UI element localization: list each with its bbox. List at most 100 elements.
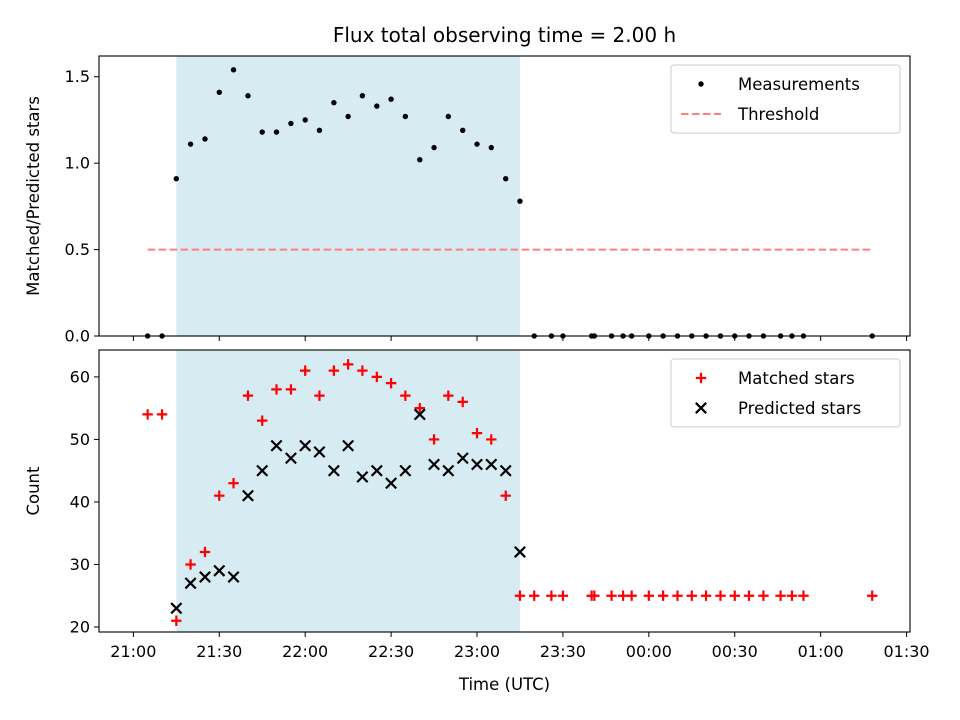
predicted-stars-point bbox=[184, 577, 197, 590]
predicted-stars-point bbox=[170, 602, 183, 615]
legend-marker bbox=[695, 372, 707, 384]
measurements-point bbox=[245, 93, 251, 99]
measurements-point bbox=[517, 198, 523, 204]
y-tick-label: 20 bbox=[70, 617, 90, 636]
legend-marker bbox=[695, 402, 707, 414]
predicted-stars-point bbox=[227, 570, 240, 583]
matched-stars-point bbox=[185, 559, 196, 570]
measurements-point bbox=[417, 157, 423, 163]
matched-stars-point bbox=[414, 402, 425, 414]
legend-marker bbox=[698, 81, 704, 87]
measurements-point bbox=[488, 144, 494, 151]
predicted-stars-point bbox=[342, 439, 355, 452]
legend-label: Threshold bbox=[737, 105, 819, 124]
legend-label: Matched stars bbox=[738, 369, 855, 388]
predicted-stars-point bbox=[399, 464, 412, 477]
matched-stars-point bbox=[486, 434, 497, 445]
y-tick-label: 0.0 bbox=[65, 327, 90, 346]
measurements-point bbox=[288, 120, 294, 127]
matched-stars-point bbox=[866, 590, 878, 601]
matched-stars-point bbox=[514, 590, 526, 601]
axes-frame bbox=[98, 55, 911, 337]
matched-stars-point bbox=[199, 546, 211, 558]
matched-stars-point bbox=[314, 390, 325, 401]
predicted-stars-point bbox=[213, 564, 226, 577]
matched-stars-point bbox=[228, 477, 239, 489]
matched-stars-point bbox=[328, 365, 340, 376]
x-tick-label: 22:30 bbox=[368, 642, 414, 661]
matched-stars-point bbox=[214, 490, 225, 501]
count-panel: 20 30 40 50 60 21:00 21:30 22:00 22:30 23:00 23:30… bbox=[24, 349, 930, 661]
matched-stars-point bbox=[758, 590, 769, 601]
predicted-stars-point bbox=[442, 464, 455, 477]
matched-stars-point bbox=[443, 390, 454, 401]
matched-stars-point bbox=[156, 409, 168, 420]
measurements-point bbox=[503, 176, 509, 182]
x-tick-label: 00:00 bbox=[626, 642, 672, 661]
matched-stars-point bbox=[242, 390, 254, 401]
matched-stars-point bbox=[342, 359, 354, 370]
measurements-point bbox=[374, 103, 380, 109]
measurements-point bbox=[402, 113, 409, 120]
matched-stars-point bbox=[729, 590, 740, 601]
predicted-stars-point bbox=[270, 439, 283, 452]
y-tick-label: 50 bbox=[70, 430, 90, 449]
x-tick-label: 23:30 bbox=[540, 642, 586, 661]
matched-stars-point bbox=[589, 590, 600, 601]
matched-stars-point bbox=[557, 590, 569, 601]
x-tick-label: 01:00 bbox=[798, 642, 844, 661]
matched-stars-point bbox=[626, 590, 637, 601]
predicted-stars-point bbox=[256, 464, 269, 477]
matched-stars-point bbox=[299, 365, 311, 376]
matched-stars-point bbox=[285, 384, 297, 395]
matched-stars-point bbox=[428, 434, 440, 445]
matched-stars-point bbox=[471, 427, 483, 439]
matched-stars-point bbox=[643, 590, 655, 601]
measurements-point bbox=[173, 176, 180, 182]
x-tick-label: 21:30 bbox=[196, 642, 242, 661]
y-axis-label: Matched/Predicted stars bbox=[24, 96, 43, 296]
measurements-point bbox=[331, 99, 337, 106]
y-tick-label: 40 bbox=[70, 492, 90, 511]
predicted-stars-point bbox=[499, 464, 512, 477]
observing-span bbox=[176, 56, 520, 336]
measurements-point bbox=[345, 113, 351, 120]
y-tick-label: 1.5 bbox=[65, 67, 90, 86]
y-tick-label: 1.0 bbox=[65, 154, 90, 173]
matched-stars-point bbox=[371, 371, 383, 383]
matched-stars-point bbox=[715, 590, 726, 601]
x-tick-label: 22:00 bbox=[282, 642, 328, 661]
measurements-point bbox=[431, 144, 437, 151]
chart-title: Flux total observing time = 2.00 h bbox=[333, 23, 676, 47]
matched-stars-point bbox=[529, 590, 540, 601]
predicted-stars-point bbox=[456, 452, 469, 465]
matched-stars-point bbox=[798, 590, 809, 601]
x-tick-label: 00:30 bbox=[712, 642, 758, 661]
observing-span bbox=[176, 350, 520, 632]
predicted-stars-point bbox=[428, 458, 441, 471]
predicted-stars-point bbox=[413, 408, 426, 421]
matched-stars-point bbox=[500, 490, 511, 501]
measurements-point bbox=[273, 129, 280, 135]
predicted-stars-point bbox=[356, 470, 369, 483]
matched-stars-point bbox=[743, 590, 755, 601]
matched-stars-point bbox=[606, 590, 617, 601]
legend-box bbox=[670, 64, 901, 134]
matched-stars-point bbox=[271, 384, 282, 395]
predicted-stars-point bbox=[385, 477, 398, 490]
measurements-point bbox=[359, 93, 366, 99]
predicted-stars-point bbox=[370, 464, 383, 477]
predicted-stars-point bbox=[513, 545, 526, 558]
measurements-point bbox=[230, 67, 237, 73]
matched-stars-point bbox=[657, 590, 669, 601]
matched-stars-point bbox=[786, 590, 798, 601]
matched-stars-point bbox=[171, 615, 182, 626]
measurements-point bbox=[388, 96, 394, 102]
matched-stars-point bbox=[700, 590, 712, 601]
x-tick-label: 21:00 bbox=[110, 642, 156, 661]
measurements-point bbox=[259, 129, 265, 135]
axes-frame bbox=[98, 349, 911, 633]
x-tick-label: 23:00 bbox=[454, 642, 500, 661]
y-tick-label: 60 bbox=[70, 367, 90, 386]
